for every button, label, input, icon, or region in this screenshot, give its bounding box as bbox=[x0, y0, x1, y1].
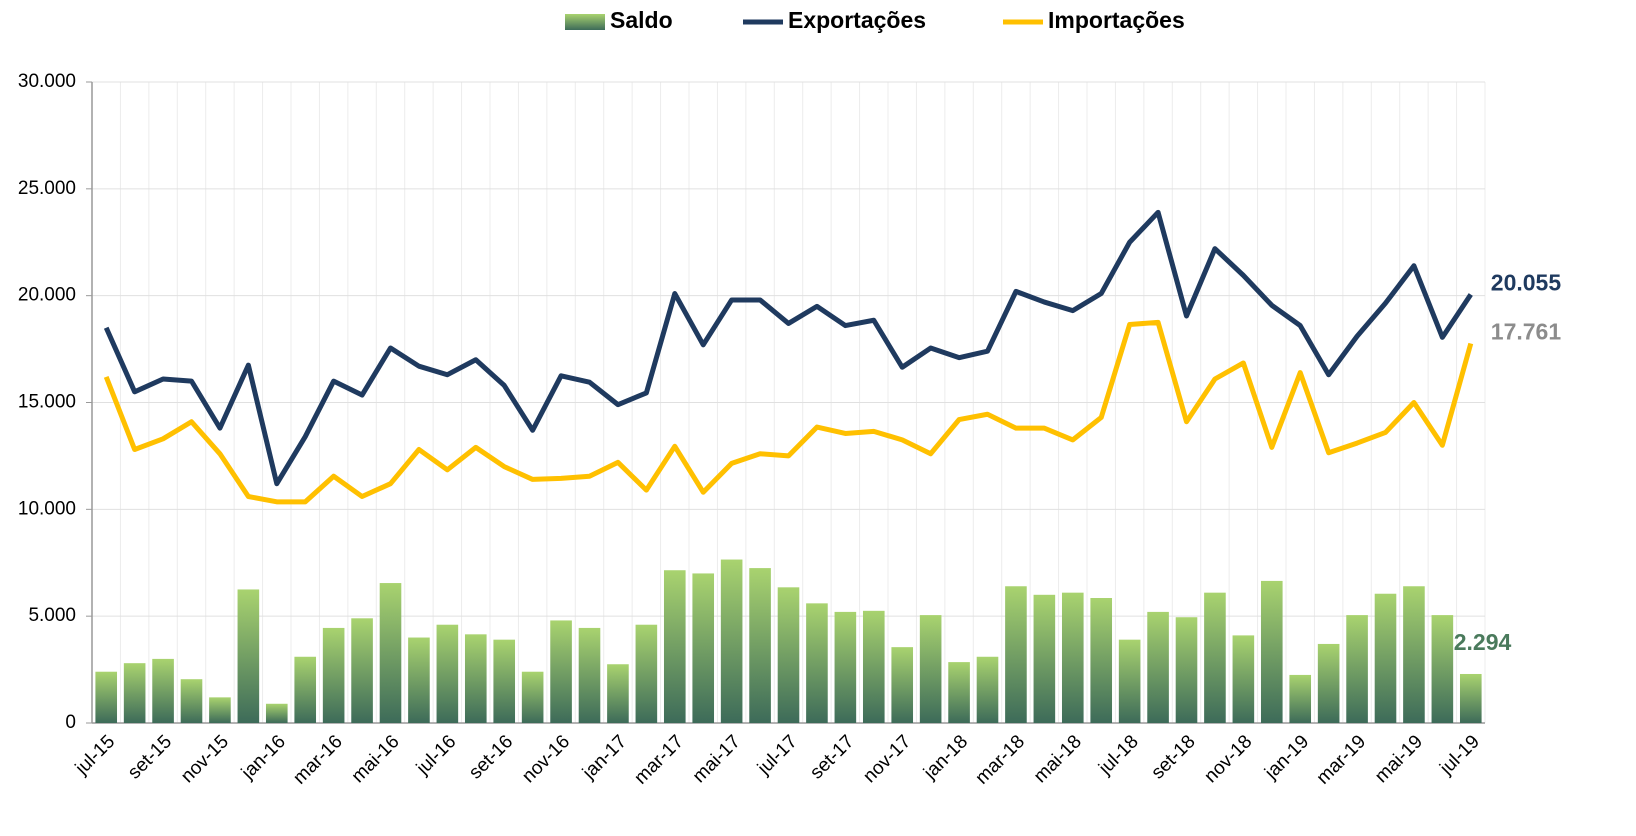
bar bbox=[1204, 592, 1226, 723]
bar bbox=[550, 620, 572, 723]
x-tick-label: mar-19 bbox=[1313, 731, 1370, 788]
y-tick-label: 10.000 bbox=[18, 498, 76, 519]
x-tick-label: jul-15 bbox=[71, 731, 119, 779]
legend-label: Saldo bbox=[610, 7, 673, 33]
bar bbox=[976, 656, 999, 723]
x-tick-label: jan-19 bbox=[1260, 731, 1313, 784]
bar bbox=[834, 611, 857, 723]
x-tick-label: set-17 bbox=[806, 731, 858, 783]
bar bbox=[1260, 580, 1283, 723]
bar bbox=[493, 639, 516, 723]
bar bbox=[436, 624, 459, 723]
bar bbox=[464, 634, 487, 723]
x-tick-label: jul-16 bbox=[412, 731, 460, 779]
x-tick-label: jul-19 bbox=[1435, 731, 1483, 779]
value-label: 17.761 bbox=[1491, 319, 1562, 345]
x-tick-label: mai-17 bbox=[689, 731, 745, 787]
bar bbox=[408, 637, 430, 723]
bar bbox=[1346, 615, 1368, 723]
x-tick-label: mai-16 bbox=[348, 731, 404, 787]
bar bbox=[1061, 592, 1084, 723]
x-tick-label: set-18 bbox=[1147, 731, 1199, 783]
x-tick-label: mar-16 bbox=[289, 731, 346, 788]
bar bbox=[749, 568, 771, 723]
bar bbox=[95, 671, 118, 723]
bar bbox=[209, 697, 231, 723]
bar bbox=[578, 627, 601, 723]
y-tick-label: 25.000 bbox=[18, 178, 76, 199]
bar bbox=[521, 671, 544, 723]
x-tick-label: nov-16 bbox=[518, 731, 574, 787]
x-tick-label: jan-16 bbox=[237, 731, 290, 784]
bar bbox=[862, 610, 885, 723]
bar bbox=[1033, 594, 1056, 723]
bar bbox=[919, 615, 942, 723]
x-tick-label: jul-17 bbox=[753, 731, 801, 779]
bar bbox=[948, 662, 970, 723]
bar bbox=[1118, 639, 1141, 723]
bar bbox=[1289, 674, 1312, 723]
bar bbox=[180, 679, 203, 723]
bar bbox=[237, 589, 260, 723]
bar bbox=[1459, 673, 1482, 723]
bar bbox=[891, 647, 914, 723]
bar bbox=[1403, 586, 1425, 723]
x-tick-label: mai-19 bbox=[1371, 731, 1427, 787]
bar bbox=[294, 656, 317, 723]
bar bbox=[1005, 586, 1027, 723]
bar bbox=[777, 587, 800, 723]
x-tick-label: mar-18 bbox=[972, 731, 1029, 788]
bar bbox=[322, 627, 345, 723]
x-tick-label: jan-18 bbox=[919, 731, 972, 784]
x-tick-label: set-15 bbox=[124, 731, 176, 783]
legend-label: Importações bbox=[1048, 7, 1185, 33]
bar bbox=[663, 570, 686, 723]
bar bbox=[1431, 615, 1454, 723]
x-tick-label: nov-18 bbox=[1201, 731, 1257, 787]
x-tick-label: nov-17 bbox=[859, 731, 915, 787]
bar bbox=[806, 603, 828, 723]
value-label: 20.055 bbox=[1491, 270, 1562, 296]
y-tick-label: 30.000 bbox=[18, 71, 76, 92]
bar bbox=[692, 573, 715, 723]
bar bbox=[1090, 598, 1113, 723]
bar bbox=[1374, 593, 1397, 723]
y-tick-label: 20.000 bbox=[18, 285, 76, 306]
bar bbox=[1317, 643, 1340, 723]
legend-swatch bbox=[565, 14, 605, 30]
x-tick-label: nov-15 bbox=[177, 731, 233, 787]
x-tick-label: mar-17 bbox=[630, 731, 687, 788]
legend-label: Exportações bbox=[788, 7, 926, 33]
line bbox=[103, 209, 1473, 487]
bar bbox=[351, 618, 373, 723]
x-tick-label: set-16 bbox=[465, 731, 517, 783]
bar bbox=[265, 703, 288, 723]
bar bbox=[1232, 635, 1255, 723]
bar bbox=[720, 559, 743, 723]
bar bbox=[607, 664, 629, 723]
value-label: 2.294 bbox=[1454, 629, 1512, 655]
bar bbox=[1147, 611, 1169, 723]
bar bbox=[1175, 617, 1198, 723]
bar bbox=[379, 583, 402, 723]
x-tick-label: jul-18 bbox=[1094, 731, 1142, 779]
y-tick-label: 15.000 bbox=[18, 392, 76, 413]
bar bbox=[152, 658, 174, 723]
line bbox=[103, 319, 1474, 505]
bar bbox=[635, 624, 658, 723]
x-tick-label: jan-17 bbox=[578, 731, 631, 784]
bar bbox=[123, 663, 146, 723]
x-tick-label: mai-18 bbox=[1030, 731, 1086, 787]
y-tick-label: 5.000 bbox=[28, 605, 76, 626]
y-tick-label: 0 bbox=[65, 712, 76, 733]
